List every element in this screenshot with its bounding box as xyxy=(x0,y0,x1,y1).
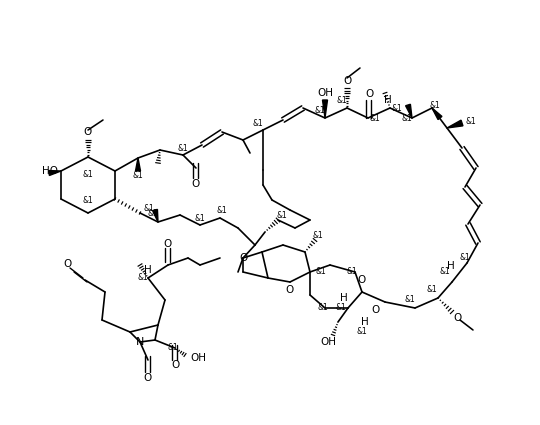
Polygon shape xyxy=(432,108,442,119)
Text: &1: &1 xyxy=(426,286,437,295)
Polygon shape xyxy=(136,158,140,171)
Text: &1: &1 xyxy=(133,170,144,179)
Text: O: O xyxy=(371,305,379,315)
Text: O: O xyxy=(365,89,373,99)
Text: &1: &1 xyxy=(276,210,287,219)
Text: OH: OH xyxy=(190,353,206,363)
Text: &1: &1 xyxy=(167,343,178,352)
Text: &1: &1 xyxy=(401,113,412,122)
Text: O: O xyxy=(454,313,462,323)
Text: &1: &1 xyxy=(314,105,325,114)
Text: HO: HO xyxy=(42,166,58,176)
Text: O: O xyxy=(239,253,247,263)
Text: &1: &1 xyxy=(253,119,264,128)
Text: &1: &1 xyxy=(318,303,328,312)
Text: &1: &1 xyxy=(430,100,441,110)
Text: O: O xyxy=(192,179,200,189)
Text: O: O xyxy=(144,373,152,383)
Text: &1: &1 xyxy=(404,295,415,304)
Text: &1: &1 xyxy=(147,209,158,218)
Text: O: O xyxy=(358,275,366,285)
Text: H: H xyxy=(361,317,369,327)
Text: H: H xyxy=(447,261,455,271)
Text: &1: &1 xyxy=(347,267,357,277)
Polygon shape xyxy=(322,100,327,118)
Text: H: H xyxy=(340,293,348,303)
Text: &1: &1 xyxy=(315,267,326,277)
Text: &1: &1 xyxy=(465,116,476,125)
Text: &1: &1 xyxy=(217,206,227,215)
Text: &1: &1 xyxy=(356,328,367,337)
Polygon shape xyxy=(153,210,158,222)
Text: &1: &1 xyxy=(83,170,93,178)
Text: OH: OH xyxy=(320,337,336,347)
Text: &1: &1 xyxy=(370,113,381,122)
Text: O: O xyxy=(343,76,351,86)
Text: O: O xyxy=(84,127,92,137)
Text: &1: &1 xyxy=(137,274,148,283)
Text: &1: &1 xyxy=(178,144,188,153)
Polygon shape xyxy=(447,120,463,128)
Text: O: O xyxy=(164,239,172,249)
Text: &1: &1 xyxy=(144,204,155,212)
Polygon shape xyxy=(406,104,412,118)
Text: O: O xyxy=(286,285,294,295)
Text: H: H xyxy=(144,265,152,275)
Polygon shape xyxy=(49,170,61,176)
Text: O: O xyxy=(171,360,179,370)
Text: &1: &1 xyxy=(439,267,450,277)
Text: OH: OH xyxy=(317,88,333,98)
Text: &1: &1 xyxy=(83,196,93,204)
Text: H: H xyxy=(384,95,392,105)
Text: N: N xyxy=(136,337,144,347)
Text: O: O xyxy=(63,259,71,269)
Text: &1: &1 xyxy=(194,213,205,223)
Text: &1: &1 xyxy=(392,104,403,113)
Text: &1: &1 xyxy=(335,303,346,312)
Text: &1: &1 xyxy=(313,230,323,240)
Text: &1: &1 xyxy=(336,96,347,105)
Text: &1: &1 xyxy=(459,253,470,263)
